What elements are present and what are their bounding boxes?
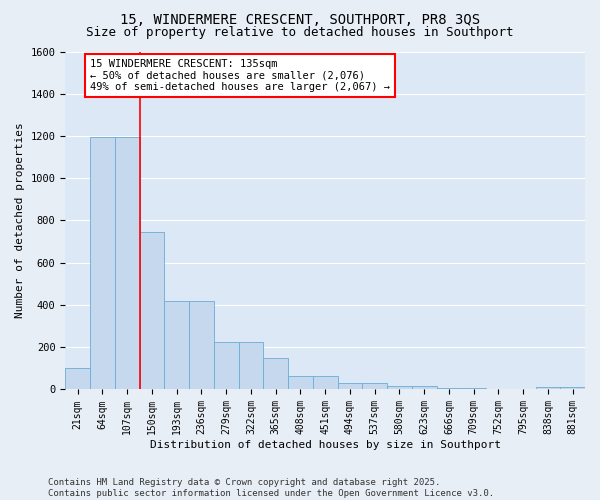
X-axis label: Distribution of detached houses by size in Southport: Distribution of detached houses by size … [149, 440, 500, 450]
Bar [412, 386, 437, 390]
Bar [263, 358, 288, 390]
Bar [313, 376, 338, 390]
Bar [214, 342, 239, 390]
Bar [437, 388, 461, 390]
Bar [362, 383, 387, 390]
Bar [461, 388, 486, 390]
Bar [189, 301, 214, 390]
Text: 15 WINDERMERE CRESCENT: 135sqm
← 50% of detached houses are smaller (2,076)
49% : 15 WINDERMERE CRESCENT: 135sqm ← 50% of … [90, 59, 390, 92]
Bar [536, 388, 560, 390]
Bar [387, 386, 412, 390]
Bar [65, 368, 90, 390]
Bar [239, 342, 263, 390]
Bar [115, 137, 140, 390]
Bar [560, 388, 585, 390]
Bar [90, 137, 115, 390]
Bar [140, 232, 164, 390]
Bar [288, 376, 313, 390]
Bar [338, 383, 362, 390]
Text: Size of property relative to detached houses in Southport: Size of property relative to detached ho… [86, 26, 514, 39]
Text: 15, WINDERMERE CRESCENT, SOUTHPORT, PR8 3QS: 15, WINDERMERE CRESCENT, SOUTHPORT, PR8 … [120, 12, 480, 26]
Bar [164, 301, 189, 390]
Text: Contains HM Land Registry data © Crown copyright and database right 2025.
Contai: Contains HM Land Registry data © Crown c… [48, 478, 494, 498]
Y-axis label: Number of detached properties: Number of detached properties [15, 122, 25, 318]
